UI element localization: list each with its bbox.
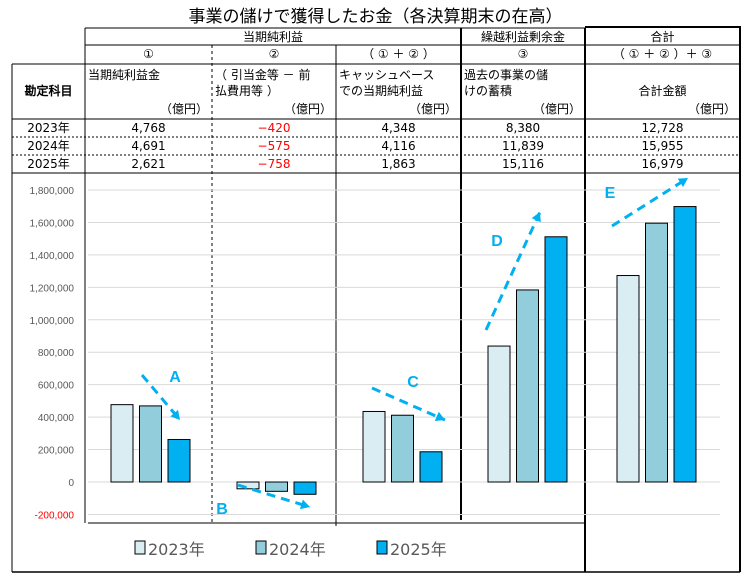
column-number-3: ③ — [517, 47, 529, 61]
y-tick-label: 1,200,000 — [30, 283, 75, 294]
y-tick-label: 600,000 — [38, 381, 75, 392]
table-cell: 16,979 — [641, 157, 684, 171]
bar-2024年 — [139, 405, 162, 483]
y-tick-label: 1,600,000 — [30, 218, 75, 229]
table-cell: 4,768 — [131, 121, 166, 135]
column-label: 合計金額 — [638, 84, 687, 98]
bar-2023年 — [362, 410, 386, 483]
table-cell: −420 — [257, 121, 291, 135]
bar-2024年 — [265, 481, 288, 492]
column-unit: （億円） — [283, 102, 332, 116]
annotation-label: D — [491, 233, 503, 250]
y-tick-label: 200,000 — [38, 446, 75, 457]
column-label: キャッシュベース — [339, 68, 435, 82]
table-cell: −758 — [257, 157, 291, 171]
bar-2023年 — [110, 404, 134, 483]
row-year: 2025年 — [27, 157, 70, 171]
y-tick-label: 800,000 — [38, 348, 75, 359]
legend-label: 2024年 — [269, 540, 326, 559]
y-tick-label: 400,000 — [38, 413, 75, 424]
row-header: 勘定科目 — [24, 84, 73, 98]
trend-arrow-B — [237, 483, 311, 509]
table-cell: 1,863 — [381, 157, 416, 171]
legend-label: 2025年 — [390, 540, 447, 559]
column-number-1: ② — [268, 47, 280, 61]
arrowhead-icon — [170, 409, 180, 420]
group-header-net-income: 当期純利益 — [242, 30, 303, 44]
column-unit: （億円） — [532, 102, 581, 116]
column-number-0: ① — [143, 47, 154, 61]
column-unit: （億円） — [159, 102, 208, 116]
page-title: 事業の儲けで獲得したお金（各決算期末の在高） — [188, 7, 563, 27]
bar-2025年 — [419, 451, 443, 483]
arrowhead-icon — [434, 411, 445, 421]
column-label: 過去の事業の儲 — [464, 68, 549, 82]
table-cell: 11,839 — [502, 139, 544, 153]
bar-2024年 — [645, 222, 668, 483]
trend-arrow-D — [484, 211, 542, 331]
bar-2023年 — [236, 481, 260, 490]
annotation-label: A — [169, 369, 181, 386]
column-unit: （億円） — [687, 102, 736, 116]
bar-2024年 — [516, 289, 539, 483]
arrowhead-icon — [531, 212, 541, 223]
bar-2025年 — [673, 206, 697, 483]
arrowhead-icon — [677, 178, 688, 188]
y-tick-label: 1,400,000 — [30, 251, 75, 262]
arrowhead-icon — [299, 499, 310, 510]
column-number-2: （ ① ＋ ② ） — [362, 47, 435, 61]
column-unit: （億円） — [408, 102, 457, 116]
y-tick-label: -200,000 — [35, 510, 75, 521]
table-cell: 4,691 — [131, 139, 166, 153]
table-cell: 8,380 — [505, 121, 541, 135]
table-cell: 4,116 — [381, 139, 416, 153]
group-header-retained-earnings: 繰越利益剰余金 — [480, 30, 565, 44]
table-cell: 2,621 — [131, 157, 166, 171]
trend-arrow-C — [371, 386, 446, 422]
legend-swatch — [134, 540, 146, 555]
trend-arrow-A — [140, 374, 182, 421]
table-cell: −575 — [257, 139, 291, 153]
y-tick-label: 1,000,000 — [30, 316, 75, 327]
table-cell: 12,728 — [641, 121, 684, 135]
annotation-label: C — [407, 374, 419, 391]
bar-2025年 — [167, 438, 191, 483]
bar-2024年 — [391, 414, 414, 483]
column-label-line2: 払費用等 ） — [215, 84, 279, 98]
column-label-line2: での当期純利益 — [339, 84, 424, 98]
bar-2025年 — [293, 481, 317, 495]
legend-label: 2023年 — [148, 540, 205, 559]
row-year: 2024年 — [27, 139, 70, 153]
legend-swatch — [376, 540, 388, 555]
bar-2025年 — [544, 236, 568, 483]
group-header-total: 合計 — [650, 30, 675, 44]
column-label-line2: けの蓄積 — [464, 84, 513, 98]
table-cell: 15,955 — [641, 139, 684, 153]
bar-2023年 — [487, 345, 511, 483]
y-tick-label: 0 — [68, 478, 74, 489]
table-cell: 4,348 — [381, 121, 416, 135]
legend-swatch — [255, 540, 267, 555]
table-cell: 15,116 — [502, 157, 544, 171]
row-year: 2023年 — [27, 121, 70, 135]
annotation-label: B — [216, 501, 228, 518]
column-label: （ 引当金等 － 前 — [215, 68, 311, 82]
column-number-4: （ ① ＋ ② ）＋ ③ — [612, 47, 713, 61]
annotation-label: E — [605, 185, 616, 202]
bar-2023年 — [616, 275, 640, 483]
y-tick-label: 1,800,000 — [30, 186, 75, 197]
column-label: 当期純利益金 — [88, 68, 161, 82]
